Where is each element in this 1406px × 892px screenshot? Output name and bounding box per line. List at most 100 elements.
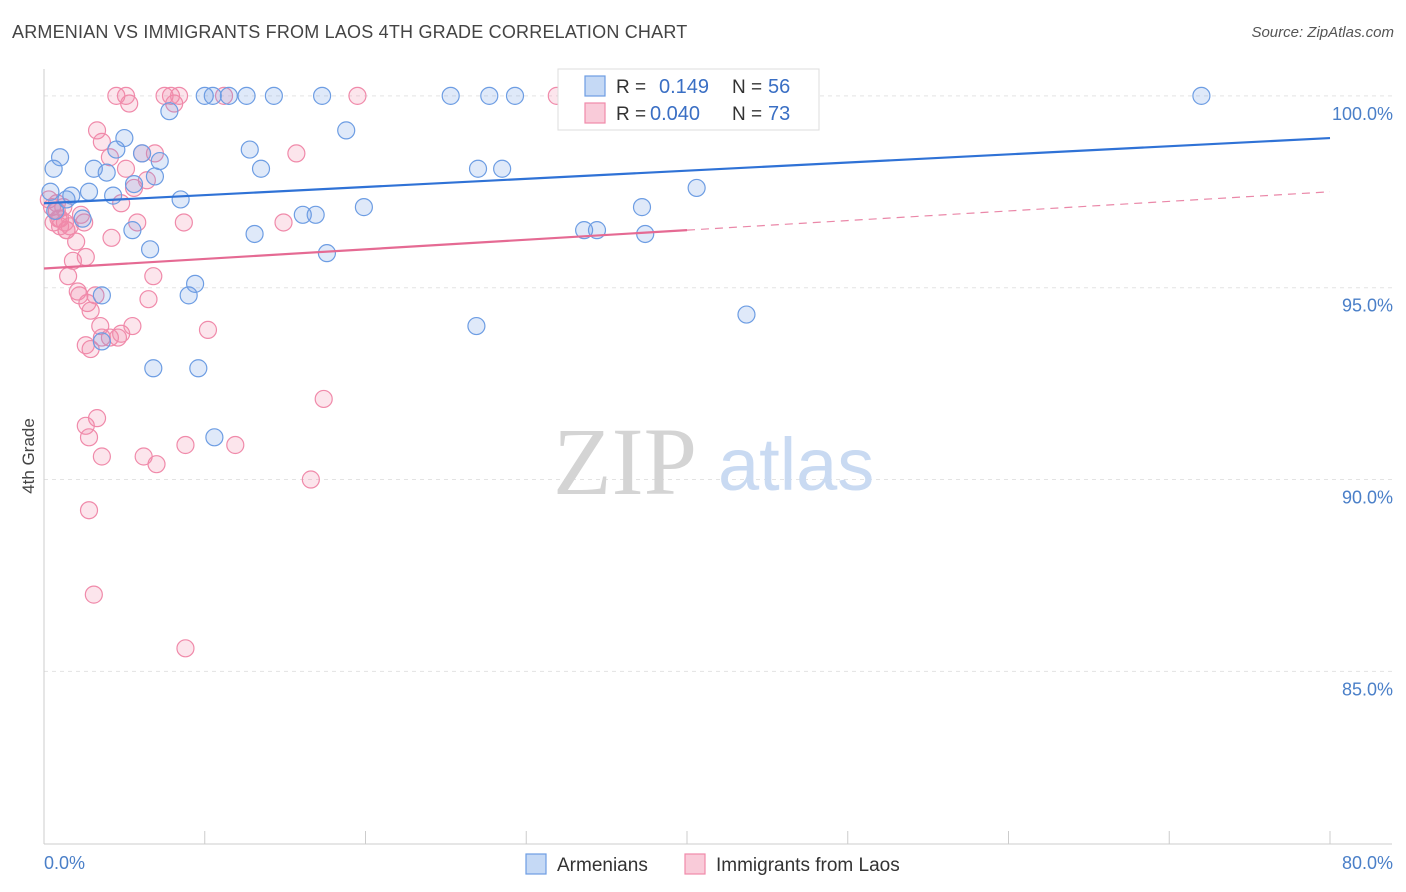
point-armenians	[44, 159, 63, 178]
point-laos	[144, 267, 163, 286]
trend-line-armenians	[43, 136, 1331, 205]
point-armenians	[317, 244, 337, 263]
point-armenians	[687, 178, 706, 198]
trend-lines	[43, 136, 1331, 270]
point-laos	[169, 86, 189, 105]
watermark-zip: ZIP	[553, 408, 697, 515]
trend-line-laos-extension	[686, 191, 1331, 231]
point-armenians	[179, 286, 198, 305]
bottom-legend-swatch-laos	[684, 853, 706, 875]
point-laos	[86, 286, 105, 305]
point-laos	[198, 320, 218, 339]
point-armenians	[123, 221, 142, 240]
point-armenians	[632, 198, 652, 217]
point-laos	[123, 316, 142, 336]
point-armenians	[203, 86, 222, 105]
point-armenians	[312, 86, 332, 105]
point-laos	[176, 639, 195, 658]
gridlines	[44, 95, 1392, 672]
point-laos	[79, 428, 99, 447]
point-laos	[274, 213, 293, 232]
point-armenians	[505, 86, 525, 105]
point-laos	[79, 501, 99, 520]
point-laos	[176, 435, 195, 455]
point-armenians	[251, 159, 271, 178]
bottom-legend-laos: Immigrants from Laos	[716, 855, 900, 876]
point-laos	[314, 389, 333, 409]
point-armenians	[575, 221, 594, 240]
legend-n-label-armenians: N =	[732, 77, 762, 98]
source-label: Source: ZipAtlas.com	[1251, 24, 1394, 41]
point-armenians	[306, 205, 325, 224]
point-armenians	[240, 140, 259, 159]
point-armenians	[97, 163, 116, 182]
point-armenians	[1192, 86, 1211, 105]
point-armenians	[467, 316, 486, 336]
y-tick-label: 85.0%	[1342, 679, 1393, 699]
point-armenians	[124, 174, 144, 194]
legend-n-label-laos: N =	[732, 104, 762, 125]
point-laos	[139, 290, 158, 309]
point-laos	[92, 447, 111, 466]
point-armenians	[354, 198, 373, 217]
point-armenians	[337, 121, 356, 140]
y-tick-label: 95.0%	[1342, 296, 1393, 316]
point-armenians	[186, 274, 205, 293]
y-tick-label: 90.0%	[1342, 488, 1393, 508]
bottom-legend-armenians: Armenians	[557, 855, 648, 876]
point-laos	[226, 435, 245, 455]
legend-n-laos: 73	[768, 103, 790, 125]
point-armenians	[160, 102, 179, 121]
point-laos	[348, 86, 367, 105]
point-laos	[102, 228, 121, 247]
legend-r-armenians: 0.149	[659, 76, 709, 98]
watermark: ZIP atlas	[553, 408, 874, 515]
point-armenians	[145, 167, 165, 186]
point-armenians	[79, 182, 99, 201]
legend-swatch-laos	[584, 102, 606, 124]
point-laos	[287, 144, 306, 163]
legend-r-laos: 0.040	[650, 103, 700, 125]
chart-title: ARMENIAN VS IMMIGRANTS FROM LAOS 4TH GRA…	[12, 22, 688, 42]
point-armenians	[441, 86, 460, 105]
point-armenians	[92, 332, 111, 351]
point-laos	[120, 94, 139, 113]
point-armenians	[92, 286, 111, 305]
legend-r-label-laos: R =	[616, 104, 646, 125]
point-armenians	[150, 151, 169, 171]
point-laos	[174, 213, 193, 232]
point-armenians	[171, 190, 190, 209]
point-laos	[59, 267, 78, 286]
point-armenians	[468, 159, 488, 178]
point-laos	[84, 585, 103, 604]
point-armenians	[132, 144, 152, 163]
point-armenians	[205, 428, 224, 447]
point-armenians	[189, 359, 208, 378]
axes: 100.0% 95.0% 90.0% 85.0%	[43, 69, 1393, 845]
point-armenians	[140, 240, 160, 259]
point-armenians	[237, 86, 256, 105]
watermark-atlas: atlas	[718, 423, 874, 506]
point-armenians	[144, 359, 163, 378]
legend-r-label-armenians: R =	[616, 77, 646, 98]
point-laos	[92, 132, 111, 151]
point-laos	[147, 455, 166, 474]
point-armenians	[264, 86, 283, 105]
y-tick-label: 100.0%	[1332, 104, 1393, 124]
series-legend: Armenians Immigrants from Laos	[525, 853, 900, 876]
point-armenians	[46, 201, 65, 221]
point-laos	[116, 159, 136, 178]
point-armenians	[104, 186, 123, 205]
point-armenians	[737, 305, 756, 324]
point-armenians	[62, 186, 81, 205]
point-armenians	[41, 182, 60, 201]
correlation-legend: R = 0.149 N = 56 R = 0.040 N = 73	[557, 68, 820, 131]
point-armenians	[293, 205, 312, 224]
y-axis-title: 4th Grade	[19, 418, 38, 494]
legend-swatch-armenians	[584, 75, 606, 97]
point-armenians	[115, 128, 134, 148]
point-armenians	[73, 209, 92, 228]
point-laos	[81, 301, 100, 320]
bottom-legend-swatch-armenians	[525, 853, 547, 875]
